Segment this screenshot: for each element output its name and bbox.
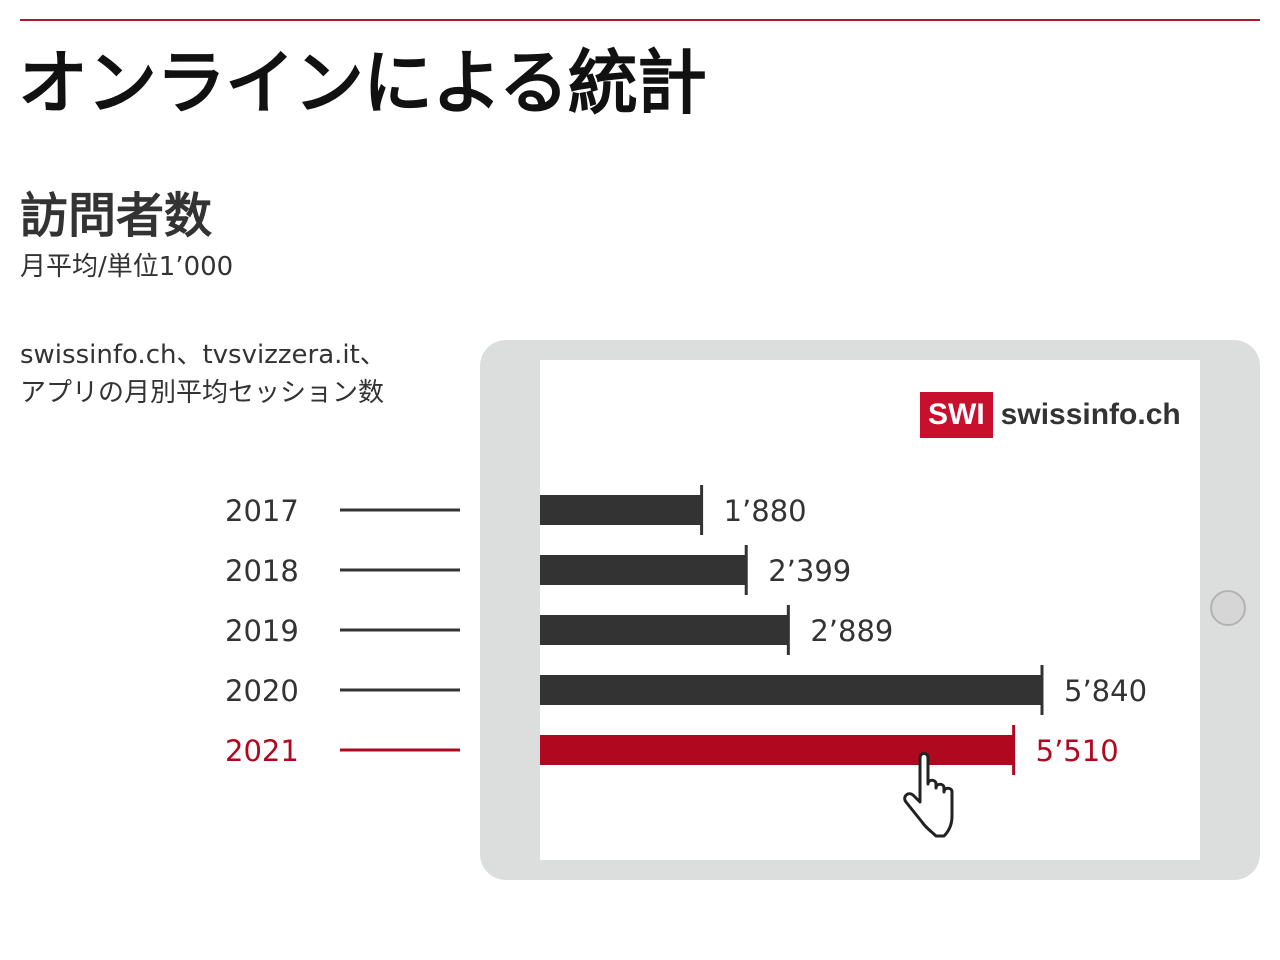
- year-label-2021: 2021: [225, 734, 299, 768]
- value-label-2017: 1’880: [724, 494, 807, 528]
- tablet-home-button: [1210, 590, 1246, 626]
- description-line-1: swissinfo.ch、tvsvizzera.it、: [20, 340, 386, 370]
- description-line-2: アプリの月別平均セッション数: [20, 378, 385, 408]
- year-label-2018: 2018: [225, 554, 299, 588]
- tablet-screen: [540, 360, 1200, 860]
- value-label-2018: 2’399: [768, 554, 851, 588]
- bar-2020: [540, 675, 1042, 705]
- year-label-2017: 2017: [225, 494, 299, 528]
- hand-pointer-icon: [903, 752, 954, 838]
- year-label-2019: 2019: [225, 614, 299, 648]
- bar-2019: [540, 615, 789, 645]
- value-label-2021: 5’510: [1036, 734, 1119, 768]
- chart-description: swissinfo.ch、tvsvizzera.it、 アプリの月別平均セッショ…: [20, 336, 386, 412]
- bar-2018: [540, 555, 747, 585]
- swi-logo-badge: SWI: [920, 392, 993, 438]
- unit-label: 月平均/単位1’000: [20, 252, 234, 282]
- page-title: オンラインによる統計: [18, 42, 707, 124]
- value-label-2019: 2’889: [810, 614, 893, 648]
- bar-2017: [540, 495, 702, 525]
- bar-2021: [540, 735, 1014, 765]
- year-label-2020: 2020: [225, 674, 299, 708]
- value-label-2020: 5’840: [1064, 674, 1147, 708]
- swi-logo: SWI swissinfo.ch: [920, 392, 1181, 438]
- bars-layer: 2017 1’880 2018 2’399 2019 2’889 2020 5’840 2021…: [225, 485, 1147, 775]
- top-rule: [20, 19, 1260, 21]
- swi-logo-text: swissinfo.ch: [1000, 398, 1181, 431]
- section-title: 訪問者数: [20, 188, 213, 244]
